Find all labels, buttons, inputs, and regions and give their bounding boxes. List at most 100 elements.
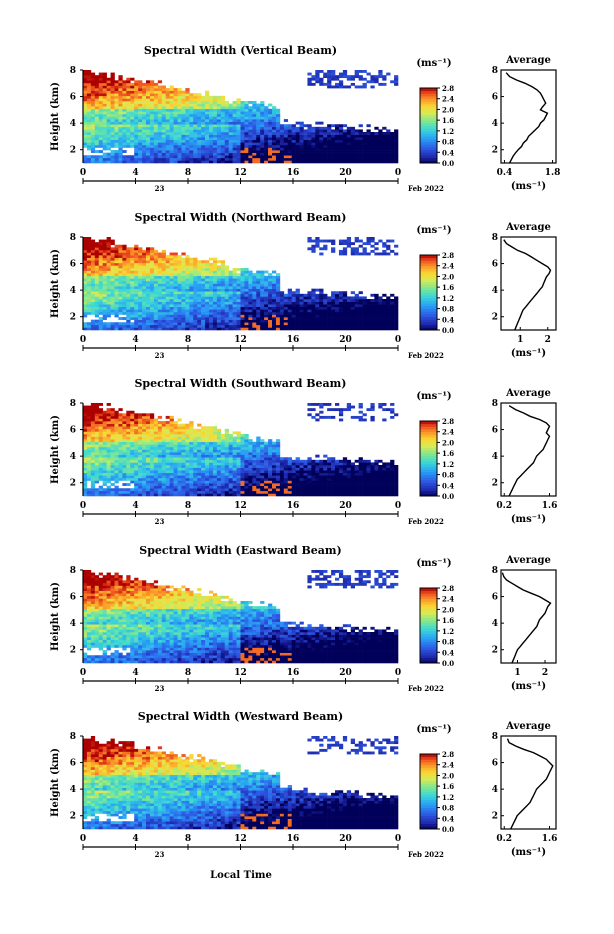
heatmap-cell: [115, 491, 119, 494]
heatmap-cell: [189, 284, 193, 287]
heatmap-cell: [83, 450, 87, 453]
heatmap-cell: [118, 478, 122, 481]
heatmap-cell: [343, 317, 347, 320]
heatmap-cell: [134, 309, 138, 312]
heatmap-cell: [374, 148, 378, 151]
heatmap-cell: [146, 447, 150, 450]
heatmap-cell: [307, 309, 311, 312]
heatmap-cell: [181, 468, 185, 471]
heatmap-cell: [363, 86, 367, 89]
heatmap-cell: [126, 145, 130, 148]
heatmap-cell: [118, 421, 122, 424]
heatmap-cell: [367, 237, 371, 240]
heatmap-cell: [185, 468, 189, 471]
heatmap-cell: [201, 114, 205, 117]
heatmap-cell: [193, 271, 197, 274]
heatmap-cell: [272, 153, 276, 156]
heatmap-cell: [217, 109, 221, 112]
heatmap-cell: [122, 155, 126, 158]
heatmap-cell: [146, 117, 150, 120]
heatmap-cell: [181, 325, 185, 328]
heatmap-cell: [158, 320, 162, 323]
heatmap-cell: [130, 145, 134, 148]
heatmap-cell: [221, 132, 225, 135]
heatmap-cell: [146, 135, 150, 138]
heatmap-cell: [91, 129, 95, 132]
heatmap-cell: [370, 140, 374, 143]
heatmap-cell: [174, 258, 178, 261]
heatmap-cell: [83, 447, 87, 450]
heatmap-cell: [162, 284, 166, 287]
heatmap-cell: [327, 83, 331, 86]
heatmap-cell: [304, 299, 308, 302]
heatmap-cell: [166, 483, 170, 486]
heatmap-cell: [307, 325, 311, 328]
heatmap-cell: [126, 325, 130, 328]
heatmap-cell: [103, 268, 107, 271]
heatmap-cell: [248, 145, 252, 148]
heatmap-cell: [178, 114, 182, 117]
heatmap-cell: [154, 119, 158, 122]
heatmap-cell: [315, 78, 319, 81]
heatmap-cell: [107, 413, 111, 416]
heatmap-cell: [268, 150, 272, 153]
heatmap-cell: [99, 437, 103, 440]
heatmap-cell: [244, 286, 248, 289]
heatmap-cell: [134, 434, 138, 437]
heatmap-cell: [130, 96, 134, 99]
heatmap-cell: [197, 481, 201, 484]
heatmap-cell: [162, 317, 166, 320]
heatmap-cell: [201, 426, 205, 429]
heatmap-cell: [189, 158, 193, 161]
heatmap-cell: [107, 327, 111, 330]
heatmap-cell: [91, 135, 95, 138]
heatmap-cell: [166, 158, 170, 161]
heatmap-cell: [130, 327, 134, 330]
heatmap-cell: [390, 132, 394, 135]
heatmap-cell: [268, 135, 272, 138]
heatmap-cell: [355, 153, 359, 156]
heatmap-cell: [170, 289, 174, 292]
heatmap-cell: [118, 457, 122, 460]
heatmap-cell: [118, 93, 122, 96]
heatmap-cell: [205, 260, 209, 263]
heatmap-cell: [319, 135, 323, 138]
heatmap-cell: [307, 80, 311, 83]
heatmap-cell: [158, 424, 162, 427]
heatmap-cell: [99, 444, 103, 447]
heatmap-cell: [111, 268, 115, 271]
heatmap-cell: [178, 286, 182, 289]
heatmap-cell: [359, 124, 363, 127]
heatmap-cell: [95, 327, 99, 330]
heatmap-cell: [178, 271, 182, 274]
heatmap-cell: [111, 137, 115, 140]
colorbar-segment: [420, 112, 437, 115]
heatmap-cell: [83, 312, 87, 315]
heatmap-cell: [300, 148, 304, 151]
heatmap-cell: [359, 245, 363, 248]
heatmap-cell: [311, 142, 315, 145]
heatmap-cell: [378, 309, 382, 312]
heatmap-cell: [154, 253, 158, 256]
heatmap-cell: [193, 470, 197, 473]
heatmap-cell: [162, 486, 166, 489]
heatmap-cell: [209, 122, 213, 125]
heatmap-cell: [343, 155, 347, 158]
heatmap-cell: [122, 278, 126, 281]
heatmap-cell: [319, 325, 323, 328]
heatmap-cell: [260, 153, 264, 156]
panel-title: Spectral Width (Northward Beam): [135, 211, 347, 224]
heatmap-cell: [118, 78, 122, 81]
heatmap-cell: [311, 135, 315, 138]
heatmap-cell: [327, 124, 331, 127]
heatmap-cell: [83, 478, 87, 481]
heatmap-cell: [115, 109, 119, 112]
heatmap-cell: [367, 322, 371, 325]
heatmap-cell: [256, 117, 260, 120]
heatmap-cell: [213, 106, 217, 109]
heatmap-cell: [347, 78, 351, 81]
heatmap-cell: [355, 145, 359, 148]
heatmap-cell: [244, 302, 248, 305]
heatmap-cell: [280, 124, 284, 127]
